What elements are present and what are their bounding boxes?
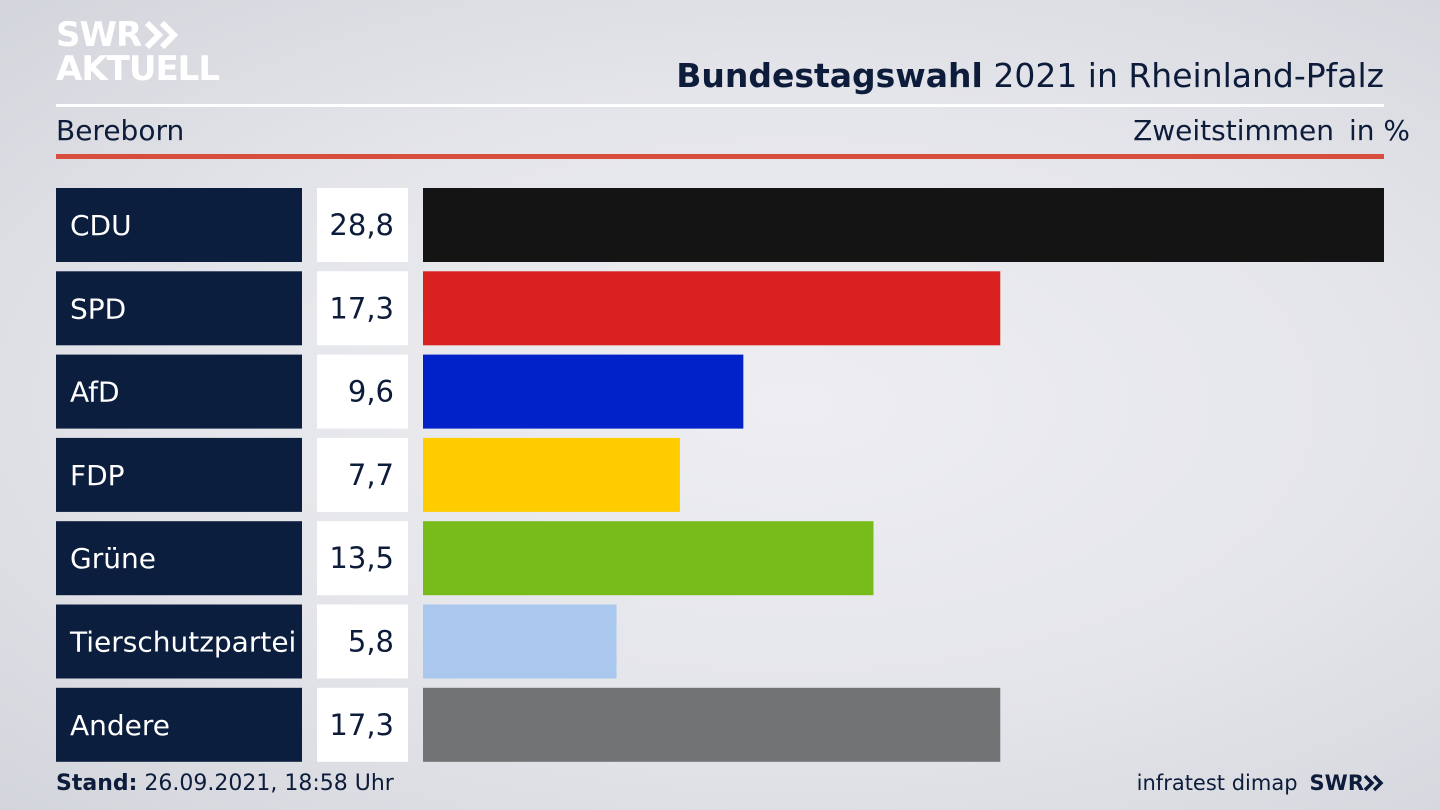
value-label-bg [317,687,408,762]
timestamp: Stand: 26.09.2021, 18:58 Uhr [56,771,394,796]
bar [423,604,617,679]
party-label: CDU [70,209,132,242]
title-rest: 2021 in Rheinland-Pfalz [982,56,1384,95]
measure-label: Zweitstimmen [1133,114,1334,147]
logo-line-2: AKTUELL [56,49,220,89]
party-label: Tierschutzpartei [69,626,296,659]
logo-line-1: SWR [56,15,142,55]
bar [423,354,744,429]
party-label-bg [56,604,302,679]
double-chevron-icon [145,20,179,50]
bar [423,521,874,596]
value-label: 13,5 [329,541,394,575]
value-label: 9,6 [348,375,394,409]
title-bold: Bundestagswahl [676,56,983,95]
value-label: 28,8 [329,208,394,242]
value-label: 7,7 [348,458,394,492]
location-label: Bereborn [56,114,185,147]
header-divider [56,104,1384,107]
value-label: 17,3 [329,291,394,325]
stand-value: 26.09.2021, 18:58 Uhr [137,771,394,796]
value-label-bg [317,521,408,596]
source-label: infratest dimap [1136,771,1298,795]
party-label-bg [56,437,302,512]
party-label: AfD [70,376,120,409]
footer-credits: infratest dimap SWR [1137,771,1384,795]
accent-divider [56,154,1384,159]
page-title: Bundestagswahl 2021 in Rheinland-Pfalz [676,56,1384,95]
value-label-bg [317,188,408,262]
bar [423,437,680,512]
bar [423,271,1001,346]
value-label-bg [317,354,408,429]
swr-footer-logo: SWR [1310,771,1384,795]
value-label: 17,3 [329,708,394,742]
party-label: Grüne [70,542,156,575]
value-label-bg [317,271,408,346]
swr-aktuell-logo: SWR AKTUELL [56,15,220,89]
brand-label: SWR [1309,771,1364,795]
party-label-bg [56,188,302,262]
bar [423,687,1001,762]
party-label: SPD [70,292,126,325]
party-label-bg [56,354,302,429]
stand-label: Stand: [56,771,138,796]
unit-label: in % [1348,114,1410,147]
party-label: Andere [70,709,170,742]
party-label-bg [56,687,302,762]
value-label: 5,8 [348,625,394,659]
bar [423,188,1384,262]
value-label-bg [317,437,408,512]
value-label-bg [317,604,408,679]
party-label: FDP [70,459,125,492]
party-label-bg [56,271,302,346]
double-chevron-icon [1364,774,1384,792]
party-label-bg [56,521,302,596]
